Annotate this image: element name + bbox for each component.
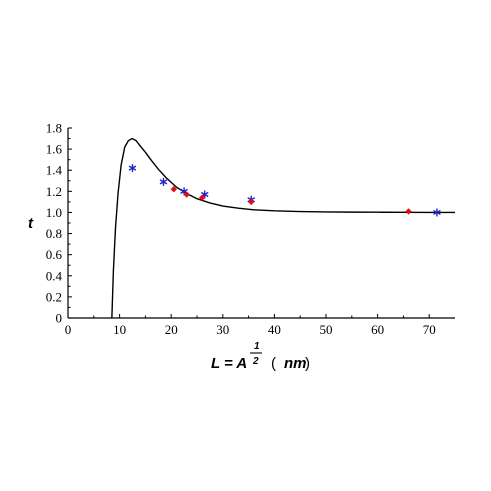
y-tick-label: 0.6	[46, 247, 63, 262]
diamond-marker	[405, 208, 412, 215]
x-axis-label: L = A 1 2 ( nm )	[211, 341, 310, 372]
star-marker	[433, 208, 441, 217]
star-marker	[128, 164, 137, 173]
y-tick-label: 1.8	[46, 121, 62, 136]
axes	[67, 128, 455, 319]
y-ticks: 0 0.2 0.4 0.6 0.8 1.0 1.2 1.4 1.6 1.8	[46, 121, 72, 326]
x-label-exp-denominator: 2	[252, 356, 259, 367]
x-label-paren-close: )	[305, 355, 310, 372]
y-tick-label: 0.8	[46, 226, 62, 241]
star-marker	[159, 177, 168, 186]
x-tick-label: 60	[371, 322, 384, 337]
diamond-marker	[247, 198, 255, 206]
y-tick-label: 0.2	[46, 289, 62, 304]
x-label-main: L = A	[211, 355, 247, 372]
x-tick-label: 10	[113, 322, 126, 337]
y-axis-label: t	[28, 215, 34, 232]
y-tick-label: 1.2	[46, 184, 62, 199]
x-ticks: 0 10 20 30 40 50 60 70	[65, 314, 436, 337]
x-tick-label: 20	[165, 322, 178, 337]
x-label-unit: nm	[284, 355, 307, 372]
theory-curve	[111, 137, 455, 319]
x-tick-label: 0	[65, 322, 72, 337]
y-tick-label: 1.6	[46, 142, 63, 157]
plot-area	[111, 137, 455, 319]
x-label-paren-open: (	[271, 355, 276, 372]
x-tick-label: 40	[268, 322, 281, 337]
x-tick-label: 30	[216, 322, 229, 337]
y-tick-label: 1.4	[46, 163, 63, 178]
y-tick-label: 0.4	[46, 268, 63, 283]
diamond-marker	[183, 191, 190, 198]
x-tick-label: 50	[320, 322, 333, 337]
y-tick-label: 1.0	[46, 205, 62, 220]
diamond-marker	[170, 186, 177, 193]
x-tick-label: 70	[423, 322, 436, 337]
x-label-exp-numerator: 1	[254, 341, 260, 352]
diamond-marker	[198, 194, 206, 201]
y-tick-label: 0	[56, 311, 63, 326]
